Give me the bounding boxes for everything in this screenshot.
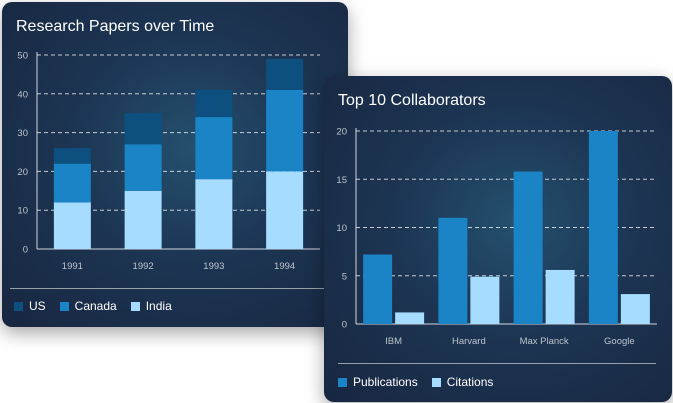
bar-citations-harvard: [470, 276, 500, 324]
legend-item-canada: Canada: [59, 299, 117, 313]
bar-publications-max-planck: [513, 171, 543, 324]
research-papers-card: Research Papers over Time 0 10 20 30 40 50 199…: [2, 2, 348, 327]
x-tick-label: Google: [604, 336, 635, 347]
bar-india-1992: [124, 190, 162, 249]
bar-us-1992: [124, 113, 162, 145]
bar-publications-harvard: [438, 217, 468, 324]
legend-label: US: [29, 299, 46, 313]
bar-canada-1992: [124, 144, 162, 191]
y-tick-label: 0: [342, 320, 347, 331]
x-tick-label: 1993: [203, 261, 224, 272]
bar-citations-google: [620, 294, 650, 324]
top-collaborators-card: Top 10 Collaborators 0 5 10 15 20 IBM Harvard M…: [324, 76, 672, 402]
bar-us-1994: [266, 58, 304, 90]
chart-legend: US Canada India: [14, 299, 172, 313]
y-tick-label: 5: [342, 271, 347, 282]
bar-publications-ibm: [363, 254, 393, 324]
bar-publications-google: [588, 131, 618, 324]
legend-swatch: [130, 301, 140, 311]
bar-citations-ibm: [395, 312, 425, 324]
bar-us-1991: [53, 148, 91, 164]
x-tick-label: 1994: [274, 261, 295, 272]
bar-india-1991: [53, 202, 91, 249]
bar-india-1994: [266, 171, 304, 249]
legend-divider: [338, 363, 656, 364]
y-tick-label: 20: [336, 127, 347, 138]
legend-item-publications: Publications: [338, 375, 418, 389]
x-tick-label: IBM: [385, 336, 402, 347]
bar-canada-1994: [266, 89, 304, 172]
legend-swatch: [431, 377, 441, 387]
top-collaborators-chart: 0 5 10 15 20 IBM Harvard Max Planck Google: [336, 127, 657, 347]
legend-label: Canada: [74, 299, 117, 313]
legend-swatch: [338, 377, 347, 387]
legend-swatch: [59, 301, 69, 311]
legend-item-india: India: [130, 299, 172, 313]
y-tick-label: 0: [23, 245, 28, 256]
x-tick-label: 1992: [133, 261, 154, 272]
x-tick-label: 1991: [62, 261, 83, 272]
y-tick-label: 10: [336, 223, 347, 234]
legend-divider: [10, 288, 324, 289]
chart-title: Research Papers over Time: [16, 18, 215, 35]
chart-legend: Publications Citations: [338, 375, 493, 389]
legend-swatch: [14, 301, 23, 311]
y-tick-label: 30: [17, 128, 28, 139]
legend-label: India: [145, 299, 172, 313]
x-tick-label: Harvard: [452, 336, 486, 347]
legend-item-us: US: [14, 299, 46, 313]
y-tick-label: 40: [17, 89, 28, 100]
legend-label: Citations: [446, 375, 494, 389]
bar-canada-1993: [195, 117, 233, 180]
legend-item-citations: Citations: [431, 375, 494, 389]
y-tick-label: 10: [17, 206, 28, 217]
research-papers-chart: 0 10 20 30 40 50 1991 1992 1993 1994: [17, 51, 320, 272]
bar-india-1993: [195, 179, 233, 249]
bar-canada-1991: [53, 163, 91, 203]
legend-label: Publications: [353, 375, 418, 389]
y-tick-label: 20: [17, 167, 28, 178]
bar-us-1993: [195, 89, 233, 118]
bar-citations-max-planck: [545, 269, 575, 324]
chart-title: Top 10 Collaborators: [338, 92, 486, 109]
x-tick-label: Max Planck: [520, 336, 569, 347]
y-tick-label: 50: [17, 51, 28, 62]
y-tick-label: 15: [336, 175, 347, 186]
